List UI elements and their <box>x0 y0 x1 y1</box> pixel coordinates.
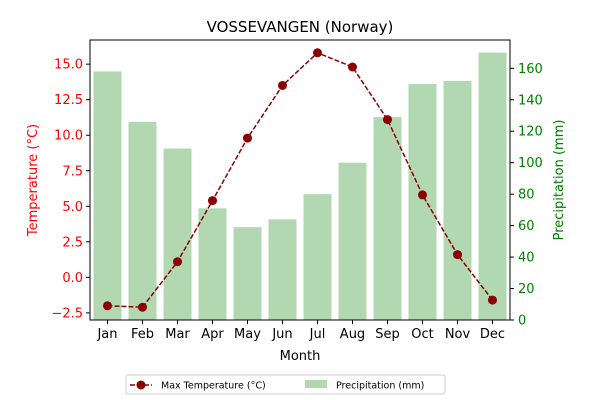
x-axis: Jan Feb Mar Apr May Jun Jul Aug Sep Oct Nov Dec <box>96 320 505 342</box>
y-right-tick-label: 160 <box>518 62 543 77</box>
bar-jul <box>303 194 332 320</box>
bar-mar <box>163 148 192 320</box>
y-right-tick-label: 140 <box>518 93 543 108</box>
x-tick-label: Aug <box>340 327 365 342</box>
x-tick-label: Sep <box>375 327 400 342</box>
y-right-tick-label: 0 <box>518 314 526 329</box>
x-tick-label: Apr <box>201 327 224 342</box>
temperature-point-aug <box>348 62 357 72</box>
legend-bar-swatch <box>305 380 327 388</box>
x-tick-label: Jul <box>309 327 326 342</box>
x-tick-label: Feb <box>131 327 154 342</box>
x-tick-label: Mar <box>165 327 190 342</box>
y-left-tick-label: 2.5 <box>62 235 83 250</box>
y-right-tick-label: 60 <box>518 219 535 234</box>
bar-oct <box>408 84 437 320</box>
y-left-tick-label: 5.0 <box>62 200 83 215</box>
y-axis-left: −2.5 0.0 2.5 5.0 7.5 10.0 12.5 15.0 <box>51 58 90 321</box>
temperature-point-nov <box>453 250 462 260</box>
x-tick-label: Jun <box>271 327 292 342</box>
bar-feb <box>128 121 157 320</box>
legend-line-marker <box>136 380 146 390</box>
temperature-point-jul <box>313 48 322 58</box>
temperature-point-apr <box>208 196 217 206</box>
legend-frame <box>125 374 446 395</box>
temperature-point-feb <box>138 302 147 312</box>
y-right-tick-label: 20 <box>518 282 535 297</box>
y-axis-right: 0 20 40 60 80 100 120 140 160 <box>510 62 543 329</box>
y-axis-right-label: Precipitation (mm) <box>552 120 567 241</box>
y-axis-left-label: Temperature (°C) <box>26 124 41 237</box>
temperature-point-jan <box>103 301 112 311</box>
y-right-tick-label: 120 <box>518 125 543 140</box>
y-left-tick-label: 7.5 <box>62 164 83 179</box>
y-right-tick-label: 40 <box>518 251 535 266</box>
legend: Max Temperature (°C) Precipitation (mm) <box>125 374 446 395</box>
temperature-point-may <box>243 133 252 143</box>
plot-frame <box>89 39 511 321</box>
x-tick-label: Jan <box>96 327 117 342</box>
bar-aug <box>338 162 367 320</box>
temperature-line <box>103 48 497 312</box>
bar-may <box>233 227 262 320</box>
x-tick-label: Oct <box>411 327 433 342</box>
temperature-polyline <box>107 51 494 308</box>
legend-bar-label: Precipitation (mm) <box>336 381 424 392</box>
y-right-tick-label: 80 <box>518 188 535 203</box>
temperature-point-mar <box>173 257 182 267</box>
chart-title: VOSSEVANGEN (Norway) <box>207 18 394 36</box>
x-tick-label: Nov <box>445 327 471 342</box>
x-tick-label: May <box>234 327 261 342</box>
temperature-point-oct <box>418 190 427 200</box>
precipitation-bars <box>93 52 507 321</box>
temperature-point-dec <box>488 295 497 305</box>
y-left-tick-label: 15.0 <box>54 58 83 73</box>
bar-dec <box>478 52 507 321</box>
x-axis-label: Month <box>280 349 321 364</box>
legend-line-label: Max Temperature (°C) <box>161 381 266 392</box>
x-tick-label: Dec <box>480 327 505 342</box>
bar-nov <box>443 80 472 320</box>
y-left-tick-label: −2.5 <box>51 306 83 321</box>
temperature-point-jun <box>278 80 287 90</box>
bar-sep <box>373 117 402 321</box>
bar-jun <box>268 219 297 320</box>
y-left-tick-label: 10.0 <box>54 129 83 144</box>
y-right-tick-label: 100 <box>518 156 543 171</box>
bar-jan <box>93 71 122 321</box>
y-left-tick-label: 0.0 <box>62 271 83 286</box>
temperature-point-sep <box>383 115 392 125</box>
y-left-tick-label: 12.5 <box>54 93 83 108</box>
bar-apr <box>198 208 227 320</box>
